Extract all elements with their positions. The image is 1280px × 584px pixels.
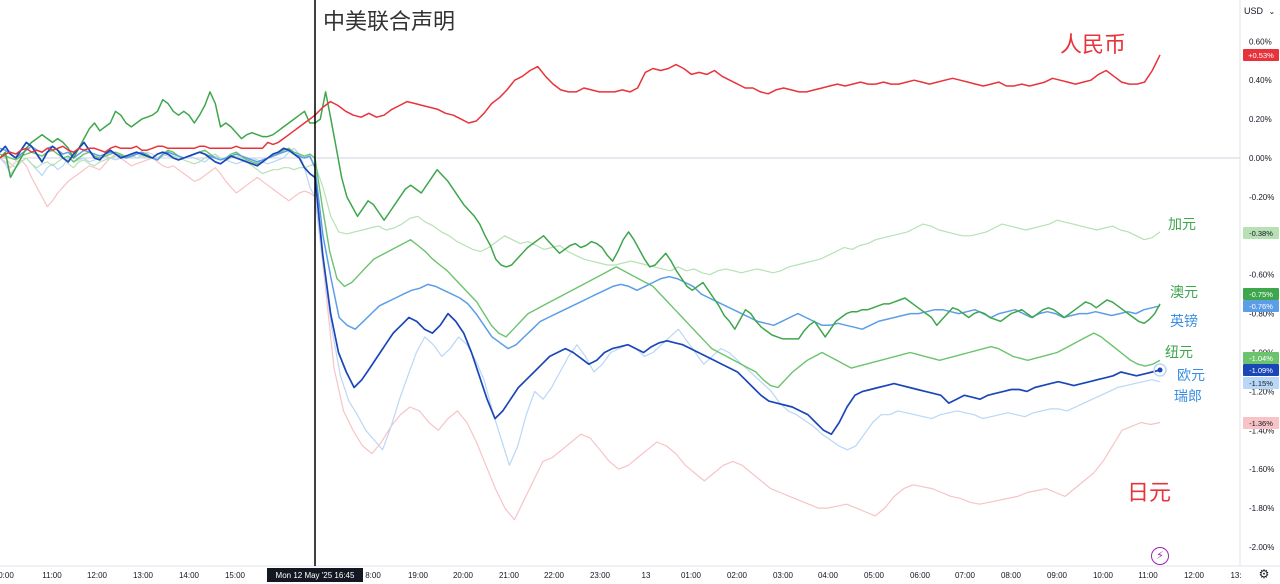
value-badge-label-cad: -0.38% xyxy=(1249,229,1273,238)
currency-select[interactable]: USD ⌄ xyxy=(1244,2,1278,20)
series-line-nzd xyxy=(0,147,1161,389)
series-line-chf xyxy=(0,147,1161,466)
series-line-aud xyxy=(0,91,1161,340)
series-label-gbp: 英镑 xyxy=(1170,313,1198,330)
gear-icon[interactable]: ⚙ xyxy=(1258,567,1270,581)
currency-value: USD xyxy=(1244,6,1264,16)
y-tick-label: -2.00% xyxy=(1249,543,1274,552)
series-line-cny xyxy=(0,54,1161,159)
series-line-cad xyxy=(0,153,1161,276)
y-tick-label: 0.40% xyxy=(1249,76,1272,85)
event-time-label: Mon 12 May '25 16:45 xyxy=(276,571,355,580)
series-line-eur xyxy=(0,141,1161,436)
x-tick-label: 06:00 xyxy=(910,571,931,580)
x-tick-label: 14:00 xyxy=(179,571,200,580)
value-badge-label-nzd: -1.04% xyxy=(1249,354,1273,363)
x-tick-label: 8:00 xyxy=(365,571,381,580)
y-tick-label: 0.60% xyxy=(1249,37,1272,46)
x-tick-label: 01:00 xyxy=(681,571,702,580)
eur-last-point-halo xyxy=(1153,363,1167,377)
x-tick-label: 11:00 xyxy=(1138,571,1158,580)
value-badge-label-jpy: -1.36% xyxy=(1249,419,1273,428)
y-tick-label: -0.20% xyxy=(1249,193,1274,202)
series-line-jpy xyxy=(0,153,1161,521)
y-tick-label: -0.60% xyxy=(1249,271,1274,280)
x-tick-label: 13:00 xyxy=(133,571,154,580)
y-tick-label: 0.20% xyxy=(1249,115,1272,124)
series-label-chf: 瑞郎 xyxy=(1174,389,1202,405)
x-tick-label: 10:00 xyxy=(1093,571,1114,580)
value-badge-eur xyxy=(1243,364,1279,376)
x-tick-label: 0:00 xyxy=(0,571,14,580)
series-label-cad: 加元 xyxy=(1168,217,1196,233)
x-tick-label: 03:00 xyxy=(773,571,794,580)
series-line-gbp xyxy=(0,145,1161,350)
x-tick-label: 08:00 xyxy=(1001,571,1022,580)
value-badge-cny xyxy=(1243,49,1279,61)
x-tick-label: 07:00 xyxy=(955,571,976,580)
y-tick-label: 0.00% xyxy=(1249,154,1272,163)
x-tick-label: 20:00 xyxy=(453,571,474,580)
x-tick-label: 12:00 xyxy=(87,571,108,580)
x-tick-label: 13: xyxy=(1230,571,1241,580)
value-badge-chf xyxy=(1243,377,1279,389)
x-tick-label: 21:00 xyxy=(499,571,520,580)
value-badge-cad xyxy=(1243,227,1279,239)
event-time-badge xyxy=(267,568,363,582)
series-label-eur: 欧元 xyxy=(1177,368,1205,384)
lightning-icon[interactable]: ⚡ xyxy=(1151,547,1169,565)
value-badge-label-cny: +0.53% xyxy=(1248,51,1274,60)
y-tick-label: -0.80% xyxy=(1249,310,1274,319)
value-badge-aud xyxy=(1243,288,1279,300)
series-label-nzd: 纽元 xyxy=(1165,345,1193,361)
value-badge-label-eur: -1.09% xyxy=(1249,366,1273,375)
event-title: 中美联合声明 xyxy=(323,10,456,35)
x-tick-label: 22:00 xyxy=(544,571,565,580)
series-label-cny: 人民币 xyxy=(1060,33,1126,58)
x-tick-label: 09:00 xyxy=(1047,571,1068,580)
y-tick-label: -1.40% xyxy=(1249,426,1274,435)
x-tick-label: 15:00 xyxy=(225,571,246,580)
value-badge-nzd xyxy=(1243,352,1279,364)
x-tick-label: 02:00 xyxy=(727,571,748,580)
value-badge-label-gbp: -0.76% xyxy=(1249,302,1273,311)
eur-last-point xyxy=(1157,367,1163,373)
y-tick-label: -1.60% xyxy=(1249,465,1274,474)
x-tick-label: 04:00 xyxy=(818,571,839,580)
x-tick-label: 19:00 xyxy=(408,571,429,580)
x-tick-label: 13 xyxy=(642,571,651,580)
x-tick-label: 23:00 xyxy=(590,571,611,580)
value-badge-gbp xyxy=(1243,300,1279,312)
value-badge-jpy xyxy=(1243,417,1279,429)
value-badge-label-aud: -0.75% xyxy=(1249,290,1273,299)
value-badge-label-chf: -1.15% xyxy=(1249,379,1273,388)
series-label-aud: 澳元 xyxy=(1170,285,1198,301)
chevron-down-icon: ⌄ xyxy=(1268,7,1276,16)
series-label-jpy: 日元 xyxy=(1127,481,1171,506)
y-tick-label: -1.80% xyxy=(1249,504,1274,513)
y-tick-label: -1.20% xyxy=(1249,387,1274,396)
x-tick-label: 05:00 xyxy=(864,571,885,580)
x-tick-label: 11:00 xyxy=(42,571,62,580)
x-tick-label: 12:00 xyxy=(1184,571,1205,580)
